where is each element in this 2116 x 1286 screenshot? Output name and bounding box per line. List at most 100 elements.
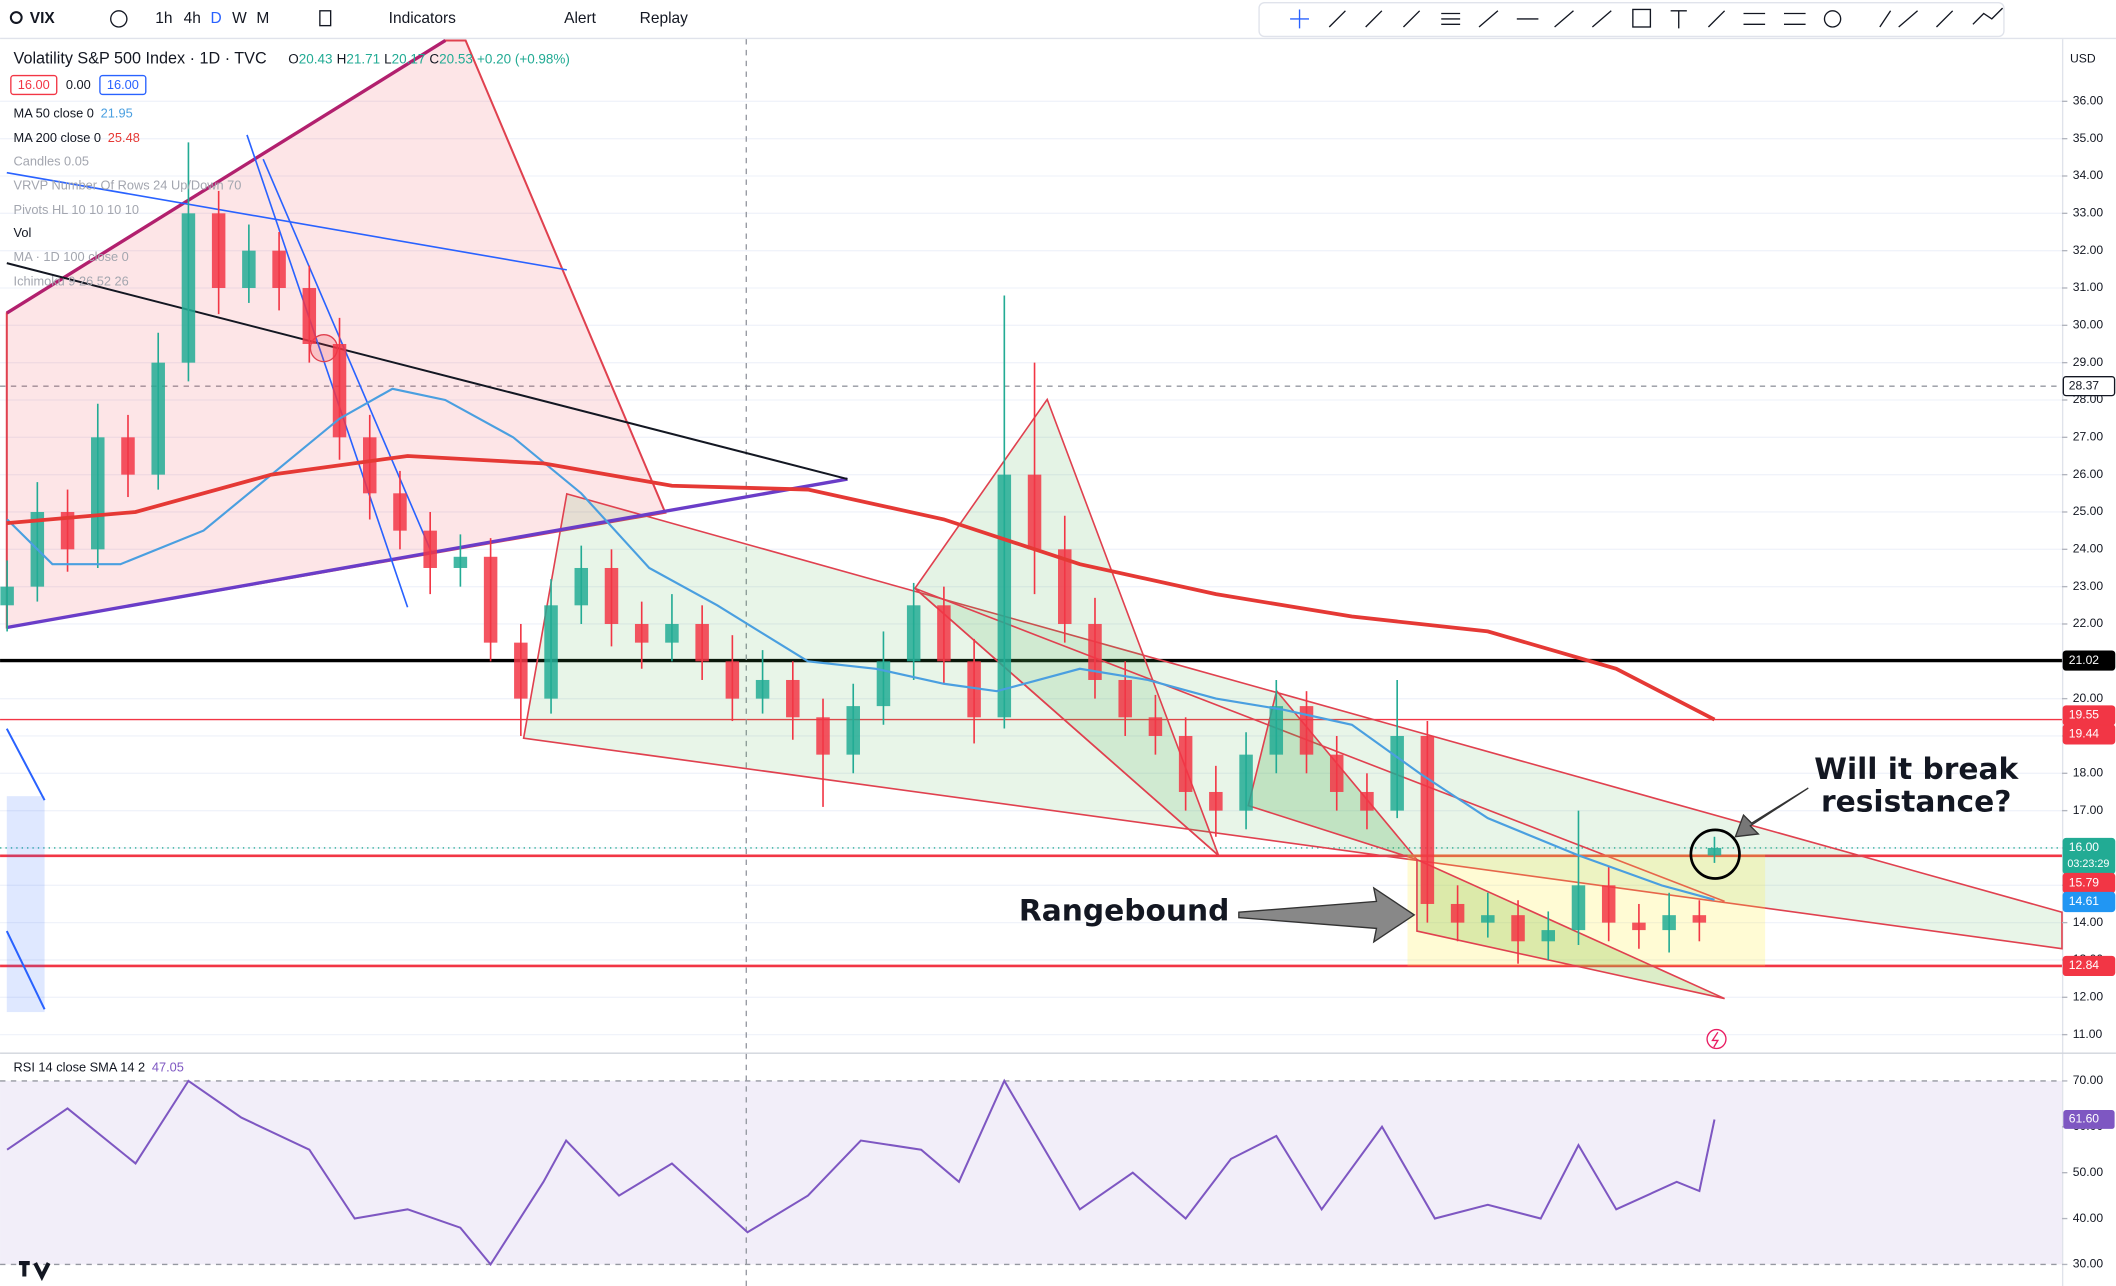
price-label-bg bbox=[2062, 376, 2116, 397]
candle-body bbox=[1209, 791, 1223, 811]
candle-body bbox=[1239, 754, 1253, 811]
blue-trendline bbox=[6, 171, 567, 271]
candle-body bbox=[1692, 915, 1707, 923]
interval[interactable]: D bbox=[211, 10, 222, 27]
price-label: 12.84 bbox=[2069, 958, 2100, 972]
candle-body bbox=[1571, 885, 1586, 931]
candle-body bbox=[60, 511, 75, 550]
candle-body bbox=[91, 437, 105, 550]
y-tick-label: 23.00 bbox=[2073, 579, 2104, 593]
replay-button[interactable]: Replay bbox=[640, 10, 688, 27]
candle-body bbox=[1541, 930, 1556, 942]
candle-body bbox=[1662, 915, 1676, 931]
candle-body bbox=[1058, 549, 1072, 624]
interval[interactable]: 4h bbox=[184, 10, 201, 27]
price-label-bg bbox=[2062, 891, 2116, 913]
candle-body bbox=[816, 717, 830, 755]
search-icon[interactable] bbox=[9, 11, 23, 24]
price-label: 16.00 bbox=[2069, 840, 2100, 854]
candle-body bbox=[302, 287, 317, 344]
price-label-bg bbox=[2062, 650, 2116, 671]
ohlc-value: 20.53 bbox=[439, 51, 473, 66]
candle-body bbox=[211, 213, 226, 288]
currency[interactable]: USD bbox=[2070, 52, 2096, 66]
y-tick-label: 26.00 bbox=[2073, 467, 2104, 481]
candle-body bbox=[846, 706, 860, 755]
indicator-legend[interactable]: Pivots HL 10 10 10 10 bbox=[14, 202, 139, 217]
more-tools[interactable] bbox=[1670, 7, 2004, 29]
interval[interactable]: M bbox=[256, 10, 269, 27]
candle-body bbox=[755, 679, 770, 699]
candle-body bbox=[604, 567, 619, 624]
highlight-circle bbox=[1689, 828, 1741, 880]
indicator-legend[interactable]: VRVP Number Of Rows 24 Up/Down 70 bbox=[14, 178, 242, 193]
y-tick-label: 30.00 bbox=[2073, 318, 2104, 332]
indicators-button[interactable]: Indicators bbox=[389, 10, 456, 27]
candle-body bbox=[1329, 754, 1344, 792]
measure-tool[interactable] bbox=[1823, 10, 1842, 28]
add-symbol[interactable] bbox=[110, 10, 128, 28]
indicator-legend[interactable]: MA · 1D 100 close 0 bbox=[14, 249, 129, 264]
candle-body bbox=[1481, 915, 1495, 923]
ohlc-label: O bbox=[288, 51, 299, 66]
shape-tool[interactable] bbox=[1632, 8, 1652, 28]
last-value-bg bbox=[2063, 1110, 2115, 1129]
y-tick-label: 18.00 bbox=[2073, 766, 2104, 780]
series-legend[interactable]: MA 50 close 0 21.95 bbox=[14, 106, 133, 121]
candle-body bbox=[453, 556, 468, 568]
spread: 0.00 bbox=[66, 77, 91, 92]
candle-body bbox=[695, 623, 709, 662]
interval[interactable]: W bbox=[232, 10, 247, 27]
y-tick-label: 20.00 bbox=[2073, 691, 2104, 705]
candle-body bbox=[937, 605, 951, 662]
quote-box[interactable] bbox=[10, 74, 58, 96]
price-label: 14.61 bbox=[2069, 894, 2100, 908]
candle-body bbox=[1632, 922, 1646, 931]
y-tick-label: 70.00 bbox=[2073, 1073, 2104, 1087]
candle-body bbox=[574, 567, 589, 606]
price-label: 19.44 bbox=[2069, 727, 2100, 741]
wedge-top bbox=[5, 39, 447, 315]
rsi-legend[interactable]: RSI 14 close SMA 14 2 47.05 bbox=[14, 1060, 184, 1075]
candle-body bbox=[181, 213, 196, 363]
alert-button[interactable]: Alert bbox=[564, 10, 597, 27]
tv-logo bbox=[18, 1261, 51, 1282]
ohlc-value: 20.17 bbox=[392, 51, 426, 66]
candle-body bbox=[1118, 679, 1132, 718]
ohlc-value: 20.43 bbox=[299, 51, 333, 66]
event-icon[interactable] bbox=[1706, 1028, 1727, 1050]
candle-body bbox=[544, 605, 558, 699]
line-tools[interactable] bbox=[1328, 10, 1612, 28]
overlay: 11.0012.0013.0014.0015.0016.0017.0018.00… bbox=[2061, 94, 2116, 1271]
indicator-legend[interactable]: Candles 0.05 bbox=[14, 153, 89, 168]
chart-type-icon[interactable] bbox=[319, 10, 332, 27]
symbol[interactable]: VIX bbox=[30, 10, 56, 27]
indicator-legend[interactable]: Vol bbox=[14, 225, 32, 240]
y-tick-label: 29.00 bbox=[2073, 355, 2104, 369]
series-name: MA 50 close 0 bbox=[14, 106, 94, 121]
candle-body bbox=[151, 362, 165, 475]
candle-body bbox=[725, 661, 740, 699]
annotation: Will it break bbox=[1814, 751, 2019, 786]
y-tick-label: 11.00 bbox=[2073, 1027, 2103, 1041]
candle-body bbox=[393, 493, 407, 531]
rsi-title: RSI 14 close SMA 14 2 bbox=[14, 1060, 146, 1075]
quote-box[interactable] bbox=[99, 74, 147, 96]
indicator-legend[interactable]: Ichimoku 9 26 52 26 bbox=[14, 273, 129, 288]
y-tick-label: 12.00 bbox=[2073, 990, 2104, 1004]
ohlc-label: C bbox=[429, 51, 439, 66]
interval[interactable]: 1h bbox=[155, 10, 172, 27]
y-tick-label: 17.00 bbox=[2073, 803, 2104, 817]
ohlc-label: L bbox=[384, 51, 392, 66]
series-legend[interactable]: MA 200 close 0 25.48 bbox=[14, 130, 140, 145]
candle-body bbox=[1299, 706, 1314, 755]
y-tick-label: 36.00 bbox=[2073, 94, 2104, 108]
series-line bbox=[6, 454, 1716, 722]
cursor-tool[interactable] bbox=[1290, 9, 1309, 29]
candle-body bbox=[242, 250, 256, 288]
drawing-toolbar bbox=[1258, 2, 2005, 38]
event-icon-bolt bbox=[1711, 1031, 1720, 1048]
price-grid bbox=[0, 100, 2062, 1266]
series-name: MA 200 close 0 bbox=[14, 130, 101, 145]
